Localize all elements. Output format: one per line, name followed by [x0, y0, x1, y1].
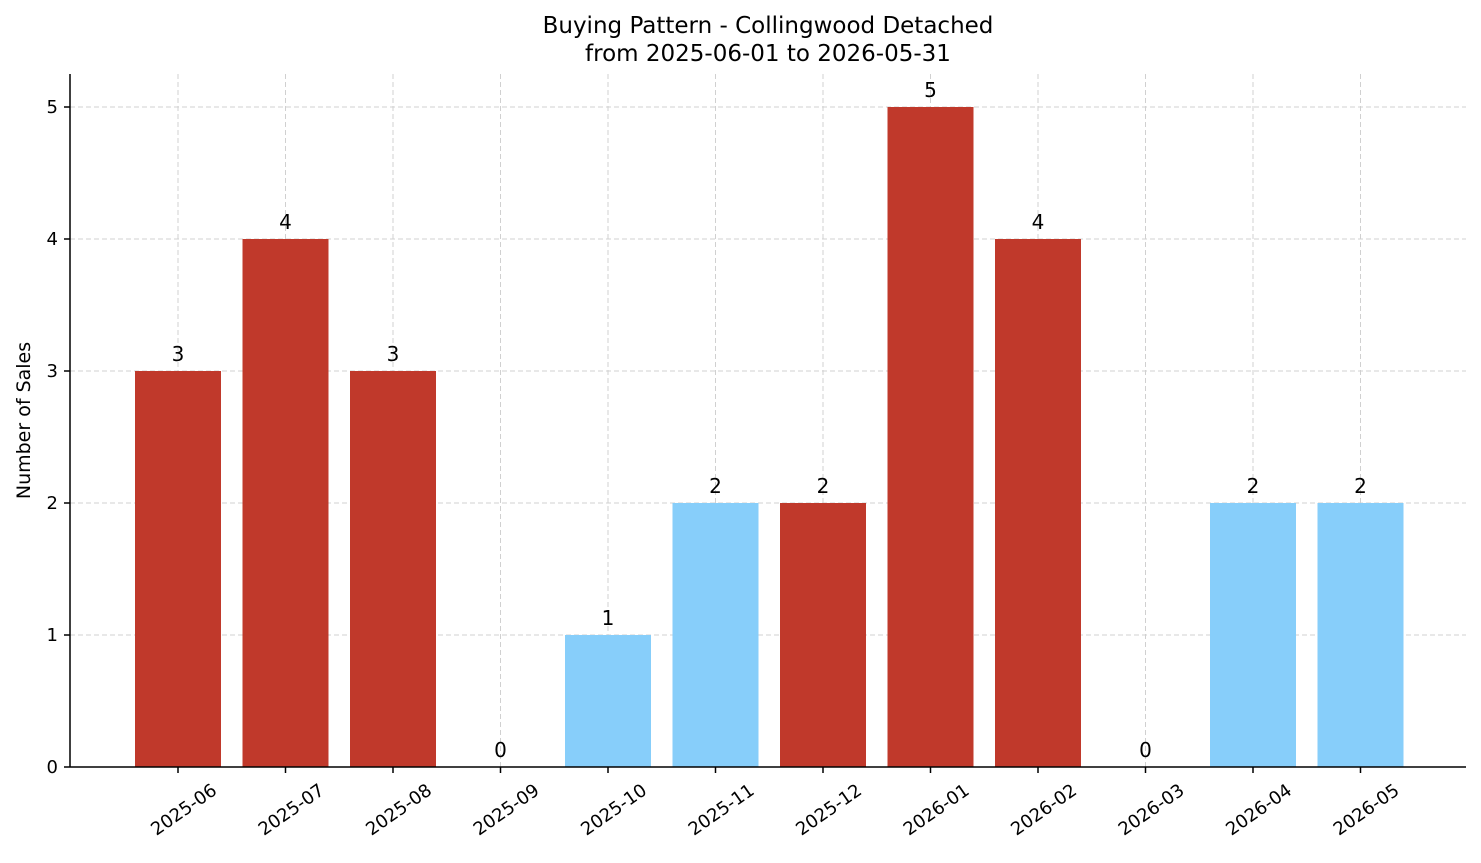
bar-2025-06	[135, 371, 221, 767]
x-tick-label: 2025-11	[685, 780, 759, 840]
y-tick-label: 3	[47, 361, 58, 382]
y-tick-label: 5	[47, 97, 58, 118]
bar-value-label: 3	[387, 342, 400, 366]
y-tick-label: 4	[47, 229, 58, 250]
y-tick-label: 2	[47, 493, 58, 514]
y-axis-label: Number of Sales	[13, 342, 35, 499]
bar-value-label: 2	[1354, 474, 1367, 498]
bar-value-label: 4	[279, 210, 292, 234]
x-tick-label: 2025-10	[577, 780, 651, 840]
x-tick-label: 2025-08	[362, 780, 436, 840]
bar-2026-02	[995, 239, 1081, 767]
chart-title: Buying Pattern - Collingwood Detached	[543, 13, 994, 39]
bar-value-labels: 3 4 3 0 1 2 2 5 4 0 2 2	[172, 78, 1367, 762]
x-tick-label: 2026-04	[1222, 780, 1296, 840]
bar-2025-12	[780, 503, 866, 767]
bar-2025-11	[672, 503, 759, 767]
bar-value-label: 2	[1247, 474, 1260, 498]
bar-value-label: 2	[817, 474, 830, 498]
bar-value-label: 1	[602, 606, 615, 630]
bar-value-label: 5	[924, 78, 937, 102]
bar-value-label: 0	[494, 738, 507, 762]
bar-2026-04	[1210, 503, 1296, 767]
x-tick-label: 2026-05	[1330, 780, 1404, 840]
axes	[69, 74, 1466, 768]
bar-2025-10	[565, 635, 651, 767]
x-tick-label: 2025-07	[255, 780, 329, 840]
bar-value-label: 2	[709, 474, 722, 498]
x-tick-label: 2026-01	[900, 780, 974, 840]
bars	[135, 107, 1404, 767]
chart-subtitle: from 2025-06-01 to 2026-05-31	[585, 41, 951, 67]
x-tick-label: 2026-02	[1007, 780, 1081, 840]
y-tick-label: 0	[47, 757, 58, 778]
bar-2025-08	[350, 371, 436, 767]
bar-value-label: 0	[1139, 738, 1152, 762]
bar-value-label: 3	[172, 342, 185, 366]
x-tick-label: 2025-12	[792, 780, 866, 840]
x-tick-label: 2026-03	[1115, 780, 1189, 840]
x-tick-label: 2025-09	[470, 780, 544, 840]
bar-2025-07	[242, 239, 329, 767]
bar-2026-05	[1317, 503, 1404, 767]
x-tick-label: 2025-06	[147, 780, 221, 840]
bar-value-label: 4	[1032, 210, 1045, 234]
bar-2026-01	[887, 107, 974, 767]
y-tick-label: 1	[47, 625, 58, 646]
